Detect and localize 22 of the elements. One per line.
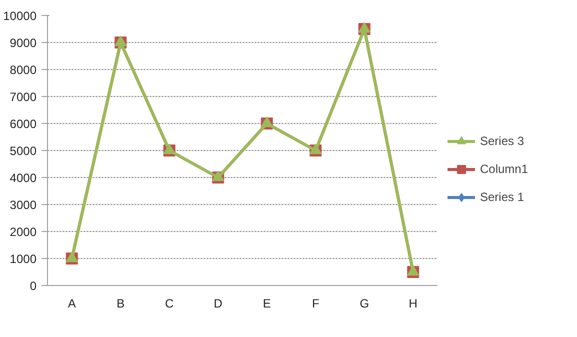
- x-tick-label: F: [312, 296, 320, 310]
- y-tick-label: 0: [30, 279, 37, 293]
- y-tick-label: 2000: [10, 225, 37, 239]
- y-tick-label: 1000: [10, 252, 37, 266]
- x-tick-label: H: [408, 296, 418, 310]
- y-tick-label: 6000: [10, 117, 37, 131]
- x-tick-label: A: [68, 296, 76, 310]
- legend-label: Column1: [480, 162, 528, 176]
- y-tick-label: 5000: [10, 144, 37, 158]
- y-tick-label: 8000: [10, 63, 37, 77]
- legend-label: Series 3: [480, 134, 524, 148]
- x-tick-label: C: [165, 296, 174, 310]
- y-tick-label: 3000: [10, 198, 37, 212]
- y-tick-label: 10000: [3, 9, 37, 23]
- legend-label: Series 1: [480, 190, 524, 204]
- y-tick-label: 7000: [10, 90, 37, 104]
- y-tick-label: 9000: [10, 36, 37, 50]
- x-tick-label: E: [262, 296, 271, 310]
- x-tick-label: G: [360, 296, 370, 310]
- x-tick-label: D: [214, 296, 223, 310]
- y-tick-label: 4000: [10, 171, 37, 185]
- x-tick-label: B: [116, 296, 125, 310]
